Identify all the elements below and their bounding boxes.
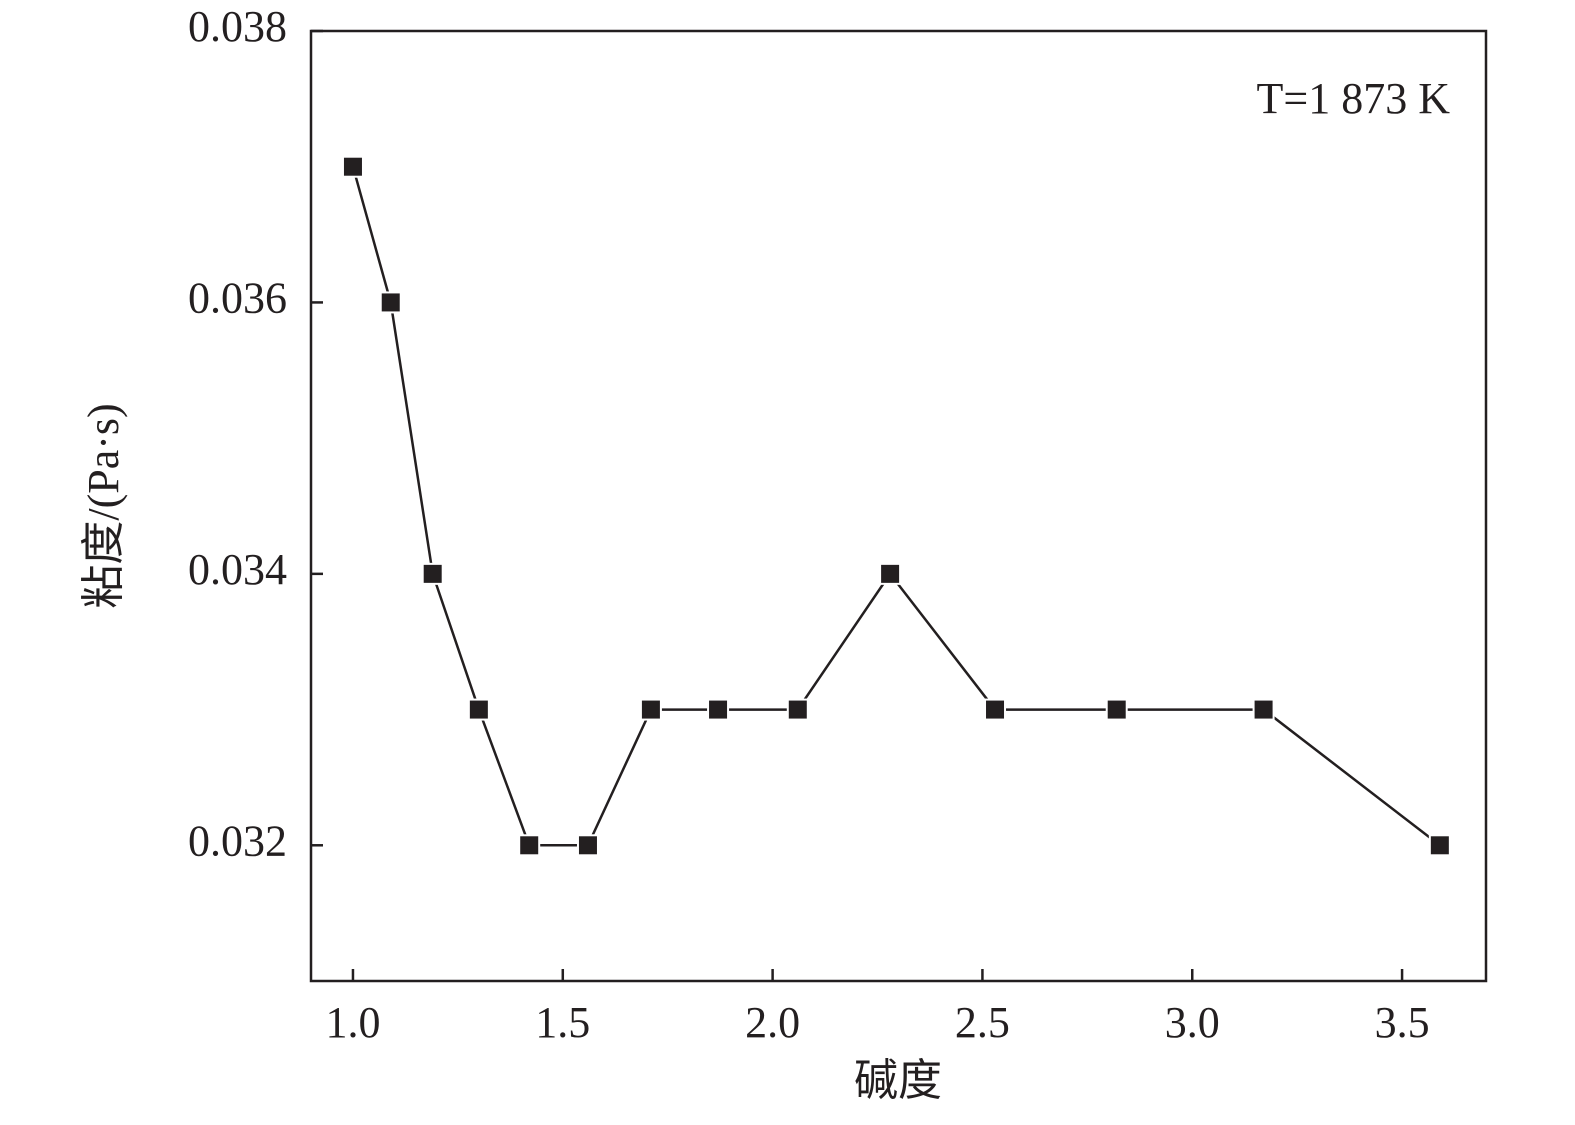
data-point [639,698,662,721]
x-tick-label: 2.5 [955,998,1010,1047]
x-tick-label: 3.5 [1375,998,1430,1047]
data-point [1252,698,1275,721]
x-tick-label: 3.0 [1165,998,1220,1047]
data-point [1428,834,1451,857]
data-point [707,698,730,721]
y-tick-label: 0.032 [188,816,287,865]
data-point [518,834,541,857]
data-point [341,155,364,178]
data-point [1105,698,1128,721]
y-tick-label: 0.038 [188,2,287,51]
series-line [351,166,1441,847]
data-point [421,562,444,585]
data-point [984,698,1007,721]
data-point [786,698,809,721]
x-tick-label: 1.0 [325,998,380,1047]
plot-frame [309,29,1488,983]
x-tick-label: 1.5 [535,998,590,1047]
data-point [379,291,402,314]
data-point [879,562,902,585]
data-point [576,834,599,857]
y-axis-label: 粘度/(Pa·s) [79,403,128,608]
y-tick-label: 0.036 [188,274,287,323]
x-axis-label: 碱度 [854,1056,942,1105]
x-tick-label: 2.0 [745,998,800,1047]
data-point [467,698,490,721]
annotation: T=1 873 K [1257,74,1451,123]
y-tick-label: 0.034 [188,545,287,594]
